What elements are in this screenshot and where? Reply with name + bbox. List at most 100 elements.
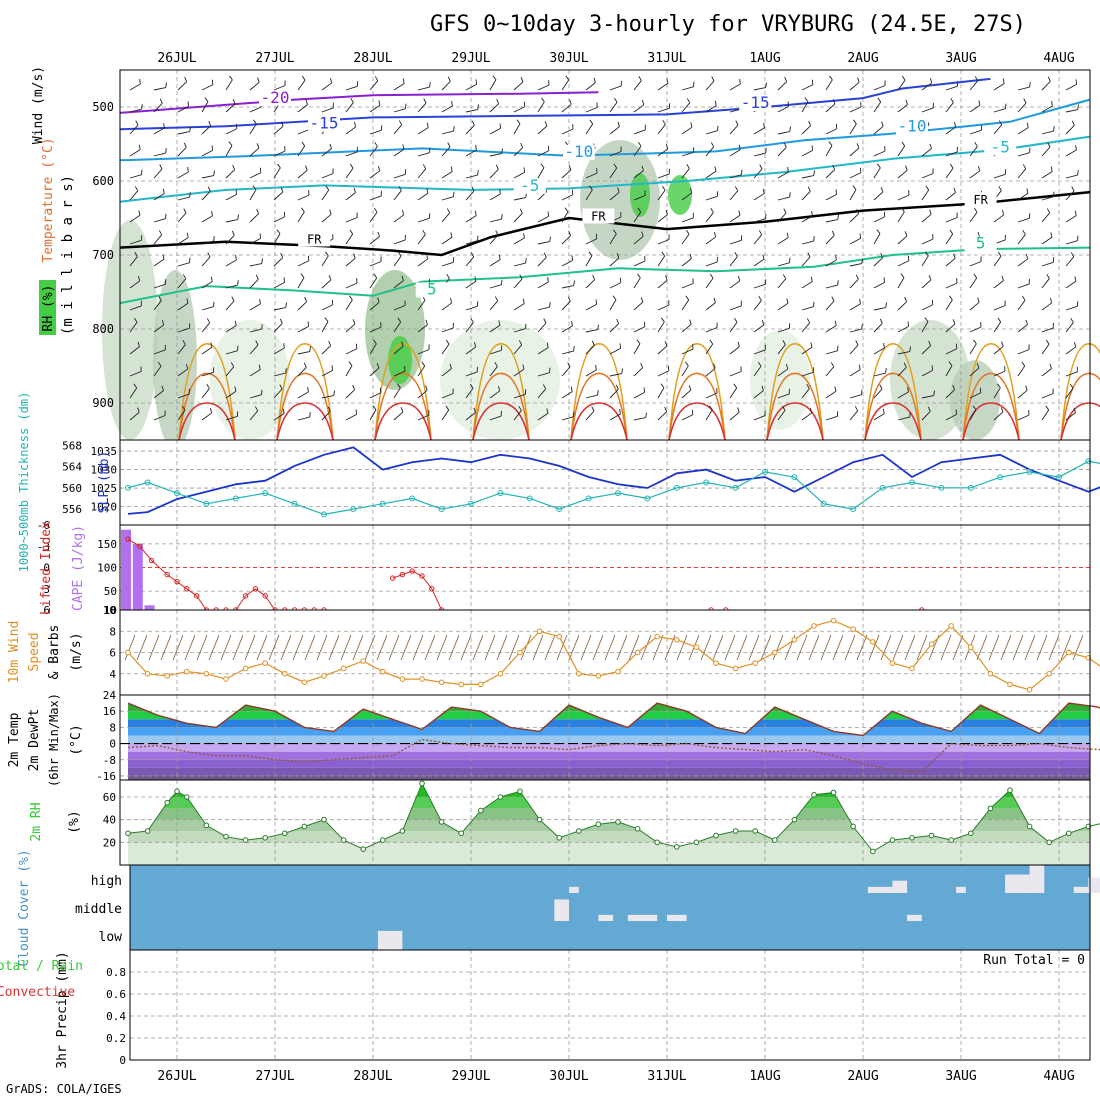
wind-barb-flag <box>787 166 789 173</box>
thickness-point <box>125 484 131 491</box>
wind-barb <box>657 214 668 223</box>
wind-barb-flag <box>759 164 763 170</box>
precip-tick-label: 0.8 <box>106 966 126 979</box>
rh-axis-label: RH (%) <box>41 285 56 332</box>
wind-barb <box>1041 196 1054 201</box>
wind-barb <box>1000 634 1012 661</box>
wind-barb-flag <box>348 361 353 366</box>
warm-isotherm <box>374 402 432 441</box>
temp-tick-label: -16 <box>96 770 116 783</box>
wind-barb <box>585 255 593 267</box>
wind-barb-flag <box>1045 405 1050 411</box>
wind-barb <box>561 391 573 399</box>
wind-barb <box>921 411 931 421</box>
wind-barb-flag <box>499 123 502 129</box>
isotherm-label: -5 <box>520 176 539 195</box>
wind-barb <box>736 634 748 661</box>
lifted-tick-label: 0 <box>43 562 50 575</box>
wind-barb-flag <box>259 298 261 305</box>
wind-barb <box>969 392 981 399</box>
wind-barb <box>177 196 190 201</box>
wind-barb-flag <box>210 342 213 348</box>
wind-barb-flag <box>763 122 765 129</box>
wind-barb-flag <box>689 253 692 259</box>
wind-barb-flag <box>830 362 835 368</box>
wind-barb <box>268 634 280 661</box>
wind-barb <box>585 303 597 311</box>
wind-barb <box>1041 236 1053 245</box>
wind-barb-flag <box>613 229 617 235</box>
wind-tick-label: 4 <box>109 668 116 681</box>
wind-barb <box>801 322 811 333</box>
wind-barb <box>489 324 501 333</box>
wind-barb <box>729 411 740 421</box>
wind-barb <box>873 101 882 113</box>
wind-barb <box>297 260 309 267</box>
rh-point <box>889 837 896 843</box>
rh-legend-swatch <box>39 280 56 335</box>
wind-barb-flag <box>880 187 884 193</box>
wind-barb-flag <box>492 75 497 80</box>
isotherm-label-bg <box>415 282 448 298</box>
date-label-top: 2AUG <box>847 51 878 66</box>
wind-barb <box>225 390 237 399</box>
wind-barb <box>489 103 499 113</box>
wind-barb <box>465 412 476 421</box>
wind-barb <box>1017 217 1030 223</box>
wind-barb <box>993 305 1006 311</box>
wind-barb-flag <box>782 274 787 280</box>
wind-barb <box>393 411 404 421</box>
precip-tick-label: 0 <box>119 1054 126 1067</box>
wind-barb-flag <box>953 187 956 193</box>
wind-barb-flag <box>592 274 596 280</box>
isotherm-label-bg <box>964 236 997 252</box>
wind-barb <box>441 212 451 223</box>
wind-barb <box>249 172 261 179</box>
thickness-tick-label: 560 <box>62 482 82 495</box>
isotherm-label-bg <box>513 178 546 194</box>
isotherm-label-bg <box>562 144 595 160</box>
wind-barb <box>561 103 572 113</box>
wind-barb <box>801 281 813 289</box>
wind-barb <box>496 634 508 661</box>
warm-isotherm <box>472 372 530 441</box>
wind-barb-flag <box>283 277 286 283</box>
wind-barb <box>513 278 523 289</box>
isotherm-label-bg <box>739 96 772 111</box>
wind-barb-flag <box>279 384 283 390</box>
wind-barb-flag <box>713 231 717 238</box>
lifted-point <box>148 557 155 564</box>
isotherm-line <box>119 77 991 131</box>
wind-barb <box>561 169 572 179</box>
wind-barb <box>441 130 454 135</box>
wind-barb <box>225 415 238 421</box>
wind-barb <box>1065 346 1076 355</box>
wind-speed-point <box>144 670 151 677</box>
wind-barb-flag <box>758 230 763 236</box>
wind-barb <box>441 393 454 399</box>
rh-point <box>693 839 700 846</box>
wind-barb-flag <box>810 276 813 282</box>
wind-barb <box>321 82 332 91</box>
wind-barb <box>681 365 689 377</box>
rh-point <box>380 837 386 843</box>
wind-barb-flag <box>931 365 934 371</box>
wind-barb <box>201 240 214 245</box>
wind-barb <box>465 388 474 399</box>
wind-barb <box>753 87 766 91</box>
wind-barb-flag <box>637 207 642 213</box>
wind-barb <box>777 105 789 113</box>
wind-barb <box>825 390 837 399</box>
rh-tick-label: 60 <box>103 791 116 804</box>
temp-fill-group <box>128 703 1090 780</box>
wind-barb <box>609 126 620 135</box>
wind-barb-flag <box>640 297 644 303</box>
wind-barb <box>129 387 138 399</box>
wind-barb <box>537 101 545 113</box>
isotherm-label: -10 <box>564 142 593 161</box>
wind-barb <box>513 237 525 245</box>
wind-barb <box>801 240 814 245</box>
wind-barb <box>945 217 958 223</box>
wind-barb <box>537 125 548 135</box>
